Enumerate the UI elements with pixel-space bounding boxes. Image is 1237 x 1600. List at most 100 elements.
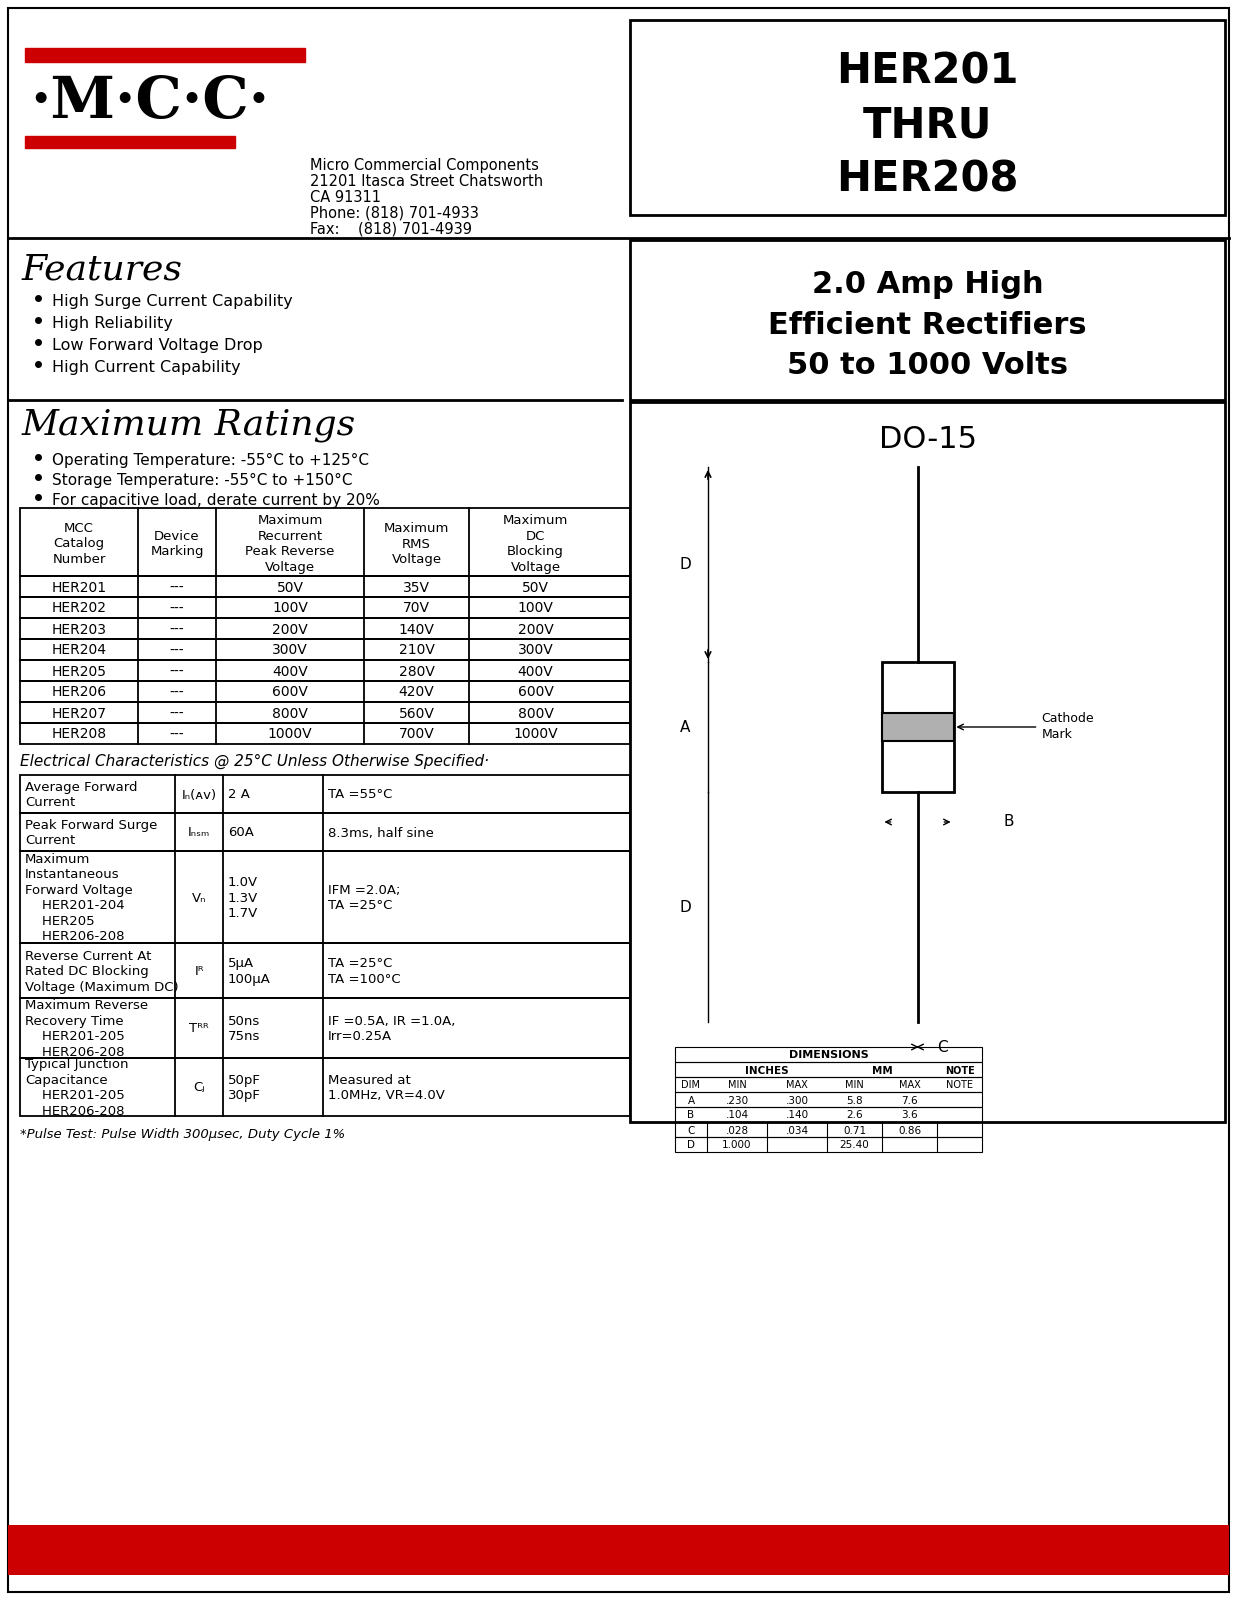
- Text: 300V: 300V: [272, 643, 308, 658]
- Text: 420V: 420V: [398, 685, 434, 699]
- Text: Tᴿᴿ: Tᴿᴿ: [189, 1022, 209, 1035]
- Text: 21201 Itasca Street Chatsworth: 21201 Itasca Street Chatsworth: [310, 174, 543, 189]
- Text: Storage Temperature: -55°C to +150°C: Storage Temperature: -55°C to +150°C: [52, 474, 353, 488]
- Bar: [675, 1107, 982, 1122]
- Text: 600V: 600V: [272, 685, 308, 699]
- Bar: [20, 618, 630, 638]
- Text: *Pulse Test: Pulse Width 300μsec, Duty Cycle 1%: *Pulse Test: Pulse Width 300μsec, Duty C…: [20, 1128, 345, 1141]
- Text: 60A: 60A: [228, 827, 254, 840]
- Text: ---: ---: [169, 643, 184, 658]
- Bar: [20, 638, 630, 659]
- Text: 1.0V
1.3V
1.7V: 1.0V 1.3V 1.7V: [228, 877, 259, 920]
- Text: 2.0 Amp High
Efficient Rectifiers
50 to 1000 Volts: 2.0 Amp High Efficient Rectifiers 50 to …: [768, 270, 1087, 379]
- Text: 100V: 100V: [517, 602, 553, 616]
- Bar: [675, 1062, 982, 1077]
- Text: 3.6: 3.6: [902, 1110, 918, 1120]
- Text: Low Forward Voltage Drop: Low Forward Voltage Drop: [52, 338, 262, 354]
- Text: TA =55°C: TA =55°C: [328, 789, 392, 802]
- Text: .300: .300: [785, 1096, 809, 1106]
- Text: NOTE: NOTE: [945, 1066, 975, 1075]
- Text: 700V: 700V: [398, 728, 434, 741]
- Text: ·M·C·C·: ·M·C·C·: [30, 74, 270, 130]
- Text: HER205: HER205: [52, 664, 106, 678]
- Text: MM: MM: [872, 1066, 892, 1075]
- Text: ---: ---: [169, 581, 184, 595]
- Bar: [20, 723, 630, 744]
- Text: IF =0.5A, IR =1.0A,
Irr=0.25A: IF =0.5A, IR =1.0A, Irr=0.25A: [328, 1014, 455, 1043]
- Text: High Surge Current Capability: High Surge Current Capability: [52, 294, 293, 309]
- Bar: [20, 851, 630, 942]
- Text: ---: ---: [169, 685, 184, 699]
- Text: MAX: MAX: [898, 1080, 920, 1091]
- Text: 100V: 100V: [272, 602, 308, 616]
- Text: B: B: [1003, 814, 1014, 829]
- Text: DIM: DIM: [682, 1080, 700, 1091]
- Text: 2.6: 2.6: [846, 1110, 863, 1120]
- Text: Maximum
DC
Blocking
Voltage: Maximum DC Blocking Voltage: [502, 514, 568, 574]
- Text: HER201
THRU
HER208: HER201 THRU HER208: [836, 51, 1019, 200]
- Text: Maximum
Recurrent
Peak Reverse
Voltage: Maximum Recurrent Peak Reverse Voltage: [245, 514, 335, 574]
- Text: Features: Features: [22, 251, 183, 286]
- Bar: [7, 1525, 339, 1574]
- Text: Device
Marking: Device Marking: [150, 530, 204, 558]
- Text: 70V: 70V: [403, 602, 430, 616]
- Text: ---: ---: [169, 602, 184, 616]
- Bar: [675, 1077, 982, 1091]
- Text: .034: .034: [785, 1125, 809, 1136]
- Bar: [898, 1525, 1230, 1574]
- Text: Maximum
RMS
Voltage: Maximum RMS Voltage: [383, 522, 449, 566]
- Bar: [675, 1091, 982, 1107]
- Text: CA 91311: CA 91311: [310, 190, 381, 205]
- Text: Fax:    (818) 701-4939: Fax: (818) 701-4939: [310, 222, 473, 237]
- Bar: [630, 240, 1225, 400]
- Text: 280V: 280V: [398, 664, 434, 678]
- Text: 8.3ms, half sine: 8.3ms, half sine: [328, 827, 434, 840]
- Bar: [675, 1138, 982, 1152]
- Text: 0.71: 0.71: [842, 1125, 866, 1136]
- Text: Typical Junction
Capacitance
    HER201-205
    HER206-208: Typical Junction Capacitance HER201-205 …: [25, 1058, 129, 1118]
- Text: NOTE: NOTE: [946, 1080, 974, 1091]
- Text: 400V: 400V: [272, 664, 308, 678]
- Text: 800V: 800V: [272, 707, 308, 720]
- Text: Reverse Current At
Rated DC Blocking
Voltage (Maximum DC): Reverse Current At Rated DC Blocking Vol…: [25, 949, 178, 994]
- Text: 35V: 35V: [403, 581, 430, 595]
- Bar: [25, 48, 306, 62]
- Text: Maximum Reverse
Recovery Time
    HER201-205
    HER206-208: Maximum Reverse Recovery Time HER201-205…: [25, 1000, 148, 1059]
- Text: MCC
Catalog
Number: MCC Catalog Number: [52, 522, 105, 566]
- Text: 1000V: 1000V: [267, 728, 312, 741]
- Text: DO-15: DO-15: [878, 426, 976, 454]
- Bar: [20, 597, 630, 618]
- Text: 1.000: 1.000: [722, 1141, 752, 1150]
- Text: .140: .140: [785, 1110, 809, 1120]
- Text: D: D: [679, 557, 691, 573]
- Text: 50V: 50V: [522, 581, 549, 595]
- Text: 400V: 400V: [517, 664, 553, 678]
- Text: 1000V: 1000V: [513, 728, 558, 741]
- Text: HER204: HER204: [52, 643, 106, 658]
- Text: 200V: 200V: [517, 622, 553, 637]
- Text: HER206: HER206: [52, 685, 106, 699]
- Text: HER207: HER207: [52, 707, 106, 720]
- Text: 2 A: 2 A: [228, 789, 250, 802]
- Bar: [882, 714, 954, 741]
- Text: Vₙ: Vₙ: [192, 891, 207, 904]
- Bar: [20, 774, 630, 813]
- Text: Micro Commercial Components: Micro Commercial Components: [310, 158, 539, 173]
- Text: .230: .230: [725, 1096, 748, 1106]
- Text: Operating Temperature: -55°C to +125°C: Operating Temperature: -55°C to +125°C: [52, 453, 369, 469]
- Text: HER208: HER208: [52, 728, 106, 741]
- Bar: [20, 1058, 630, 1117]
- Text: 50ns
75ns: 50ns 75ns: [228, 1014, 260, 1043]
- Bar: [20, 576, 630, 597]
- Text: HER201: HER201: [52, 581, 106, 595]
- Text: ---: ---: [169, 707, 184, 720]
- Text: 50V: 50V: [277, 581, 303, 595]
- Text: HER203: HER203: [52, 622, 106, 637]
- Bar: [20, 942, 630, 998]
- Text: Electrical Characteristics @ 25°C Unless Otherwise Specified·: Electrical Characteristics @ 25°C Unless…: [20, 754, 489, 770]
- Bar: [675, 1046, 982, 1062]
- Bar: [20, 998, 630, 1058]
- Bar: [20, 682, 630, 702]
- Text: INCHES: INCHES: [745, 1066, 789, 1075]
- Text: For capacitive load, derate current by 20%: For capacitive load, derate current by 2…: [52, 493, 380, 509]
